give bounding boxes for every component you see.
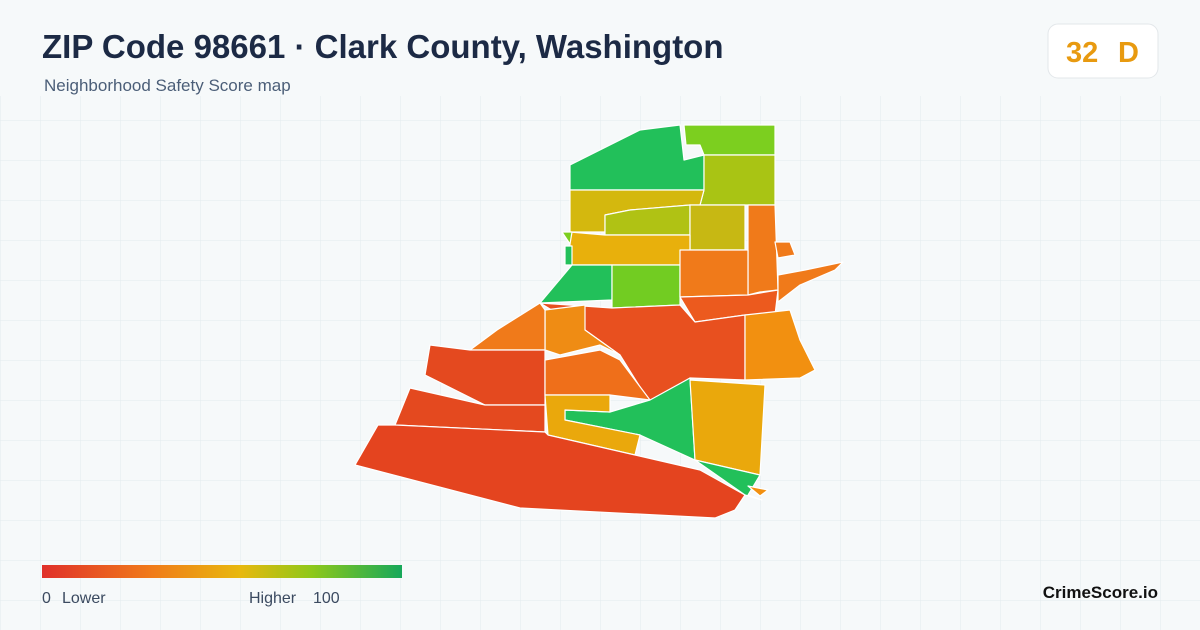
map	[354, 124, 844, 519]
neighborhood	[694, 459, 763, 501]
score-value: 32	[1066, 37, 1098, 69]
legend-max-label: Higher	[249, 590, 297, 607]
brand: CrimeScore.io	[1043, 583, 1158, 602]
legend-min: 0	[42, 590, 51, 607]
neighborhood	[679, 249, 749, 298]
neighborhood	[569, 231, 691, 266]
neighborhood	[469, 302, 546, 351]
title: ZIP Code 98661 · Clark County, Washingto…	[42, 28, 724, 65]
neighborhood	[564, 245, 573, 266]
neighborhood	[747, 204, 779, 296]
neighborhood	[394, 387, 546, 433]
neighborhood	[744, 309, 816, 381]
neighborhood	[777, 261, 844, 303]
neighborhood	[699, 154, 776, 206]
score-grade: D	[1118, 37, 1139, 69]
legend-scale	[42, 565, 402, 578]
score-badge: 32 D	[1047, 23, 1159, 79]
neighborhood	[689, 204, 746, 251]
legend-min-label: Lower	[62, 590, 106, 607]
legend: 0 Lower Higher 100	[42, 565, 402, 607]
neighborhood	[747, 485, 769, 497]
neighborhood	[544, 304, 621, 356]
neighborhood	[774, 241, 796, 259]
subtitle: Neighborhood Safety Score map	[44, 76, 291, 95]
neighborhood	[689, 379, 766, 476]
badge-box	[1047, 23, 1159, 79]
neighborhood	[611, 264, 681, 309]
legend-max: 100	[313, 590, 340, 607]
neighborhood	[561, 231, 573, 245]
neighborhood	[354, 424, 746, 519]
